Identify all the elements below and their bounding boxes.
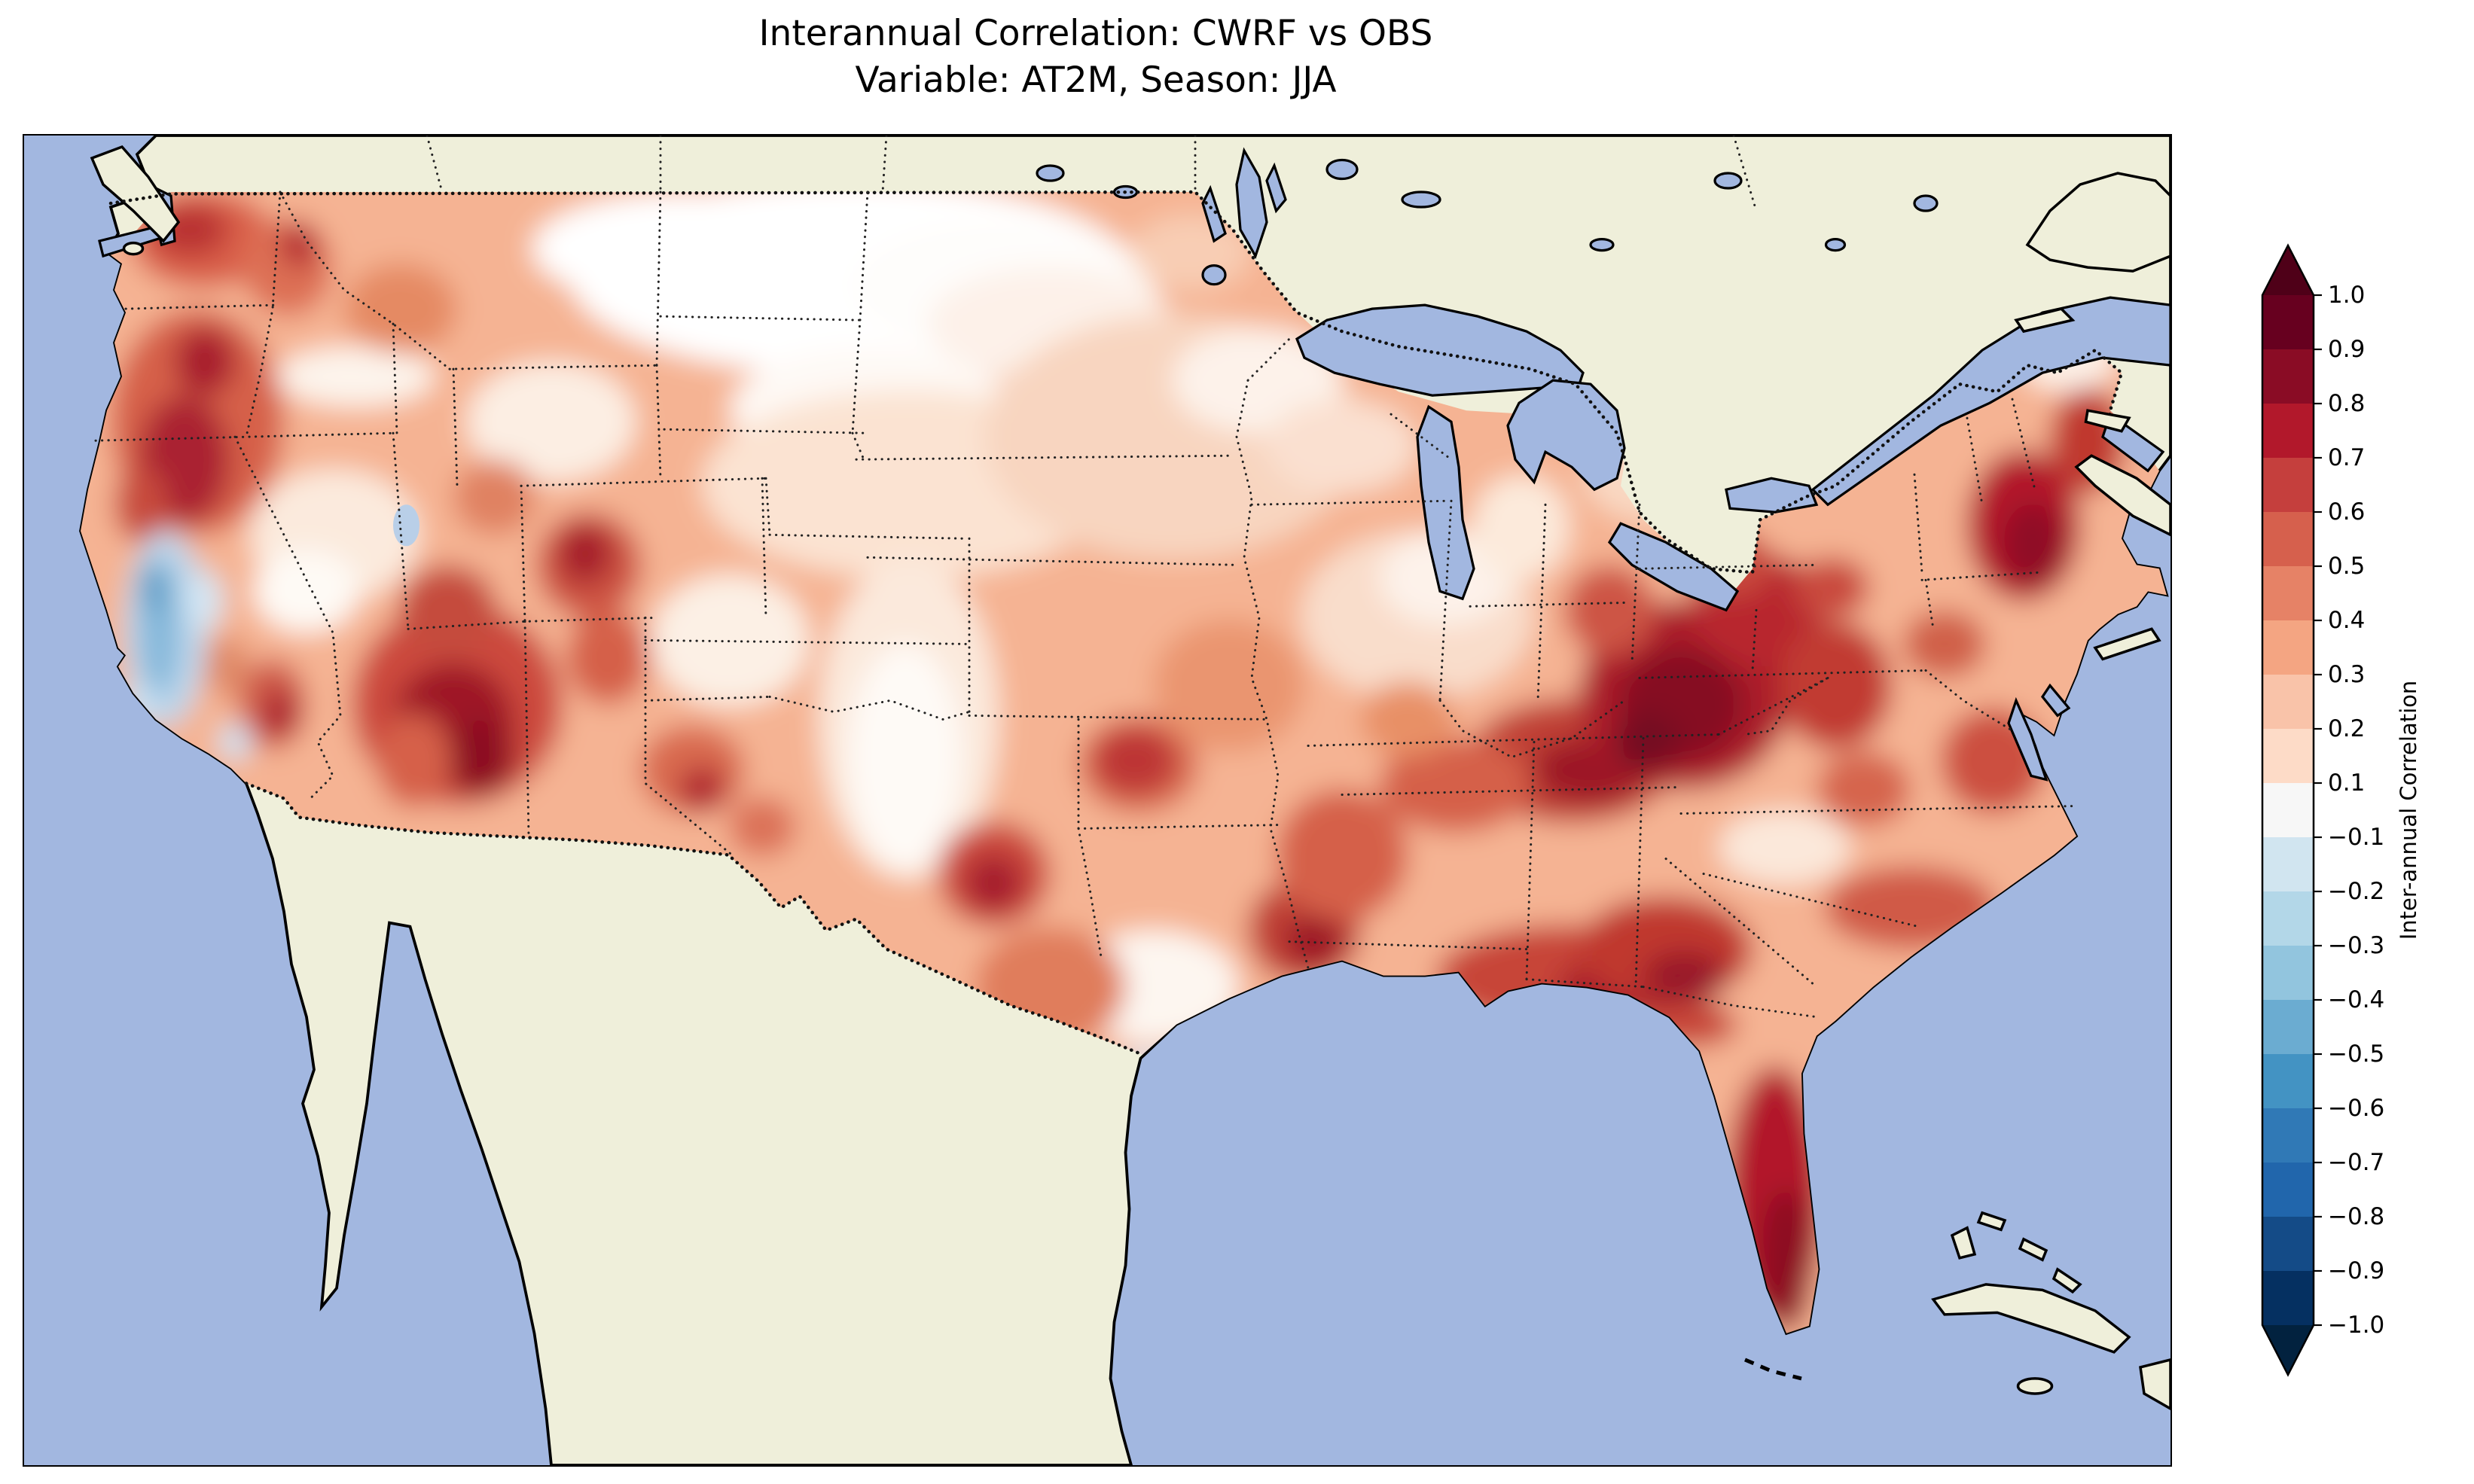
colorbar-tick-label: −0.1 [2328,824,2384,851]
colorbar-segment [2262,512,2314,566]
colorbar-tick-label: −0.5 [2328,1041,2384,1068]
colorbar-segment [2262,458,2314,512]
colorbar-tick-label: 0.2 [2328,715,2365,742]
islands [90,145,2170,1410]
colorbar-tick-label: 1.0 [2328,282,2365,309]
colorbar-tick-label: −0.2 [2328,878,2384,905]
bahamas-island [1976,1211,2007,1232]
colorbar-tick-label: −0.7 [2328,1149,2384,1176]
vancouver-island [90,145,181,243]
colorbar-tick-label: 0.5 [2328,553,2365,580]
colorbar-tick-label: 0.8 [2328,390,2365,417]
newfoundland [2025,172,2170,273]
colorbar-segment [2262,1054,2314,1108]
colorbar-segment [2262,295,2314,349]
canada-lake [1589,237,1615,252]
prince-edward-island [2084,409,2131,433]
colorbar-segment [2262,620,2314,675]
colorbar-ticks [2314,294,2322,1327]
colorbar-segment [2262,837,2314,891]
colorbar-segment [2262,1271,2314,1325]
colorbar-extend-under [2262,1325,2314,1375]
colorbar-extend-over [2262,245,2314,295]
colorbar-tick-label: −0.4 [2328,986,2384,1013]
lake-winnipeg [1235,147,1268,260]
canada-lake [1913,194,1939,212]
great-salt-lake [393,504,419,547]
canada-lake [1325,158,1359,181]
canada-lake [1036,164,1065,182]
canada-lake [1401,190,1441,209]
colorbar-tick-label: 0.6 [2328,498,2365,526]
colorbar-segment [2262,783,2314,837]
map-svg [24,136,2170,1465]
small-island [122,241,145,256]
lake-ontario [1725,477,1819,513]
us-mexico-border [244,782,1145,1056]
long-island [2093,627,2161,661]
nova-scotia [2074,454,2170,537]
colorbar-tick-label: −1.0 [2328,1312,2384,1339]
colorbar-tick-label: −0.8 [2328,1203,2384,1230]
colorbar-segment [2262,1217,2314,1271]
colorbar-tick-label: −0.6 [2328,1095,2384,1122]
colorbar-tick-label: 0.4 [2328,607,2365,634]
chesapeake-bay [2007,696,2048,782]
colorbar-tick-label: 0.7 [2328,444,2365,471]
colorbar-segment [2262,349,2314,404]
canada-lake [1824,237,1847,252]
anticosti-island [2014,307,2076,334]
bahamas-island [2018,1237,2048,1262]
colorbar-segment [2262,1000,2314,1054]
colorbar-segment [2262,566,2314,620]
colorbar-segment [2262,404,2314,458]
colorbar-tick-label: 0.3 [2328,661,2365,688]
colorbar-segment [2262,675,2314,729]
hispaniola [2139,1358,2170,1410]
us-canada-border [108,190,2124,574]
lake-of-the-woods [1201,264,1227,286]
canada-lake [1713,172,1743,190]
colorbar-segment [2262,891,2314,946]
jamaica [2016,1377,2054,1395]
colorbar-tick-label: 0.1 [2328,769,2365,797]
colorbar-segment [2262,729,2314,783]
bahamas-island [2051,1267,2082,1294]
lake-winnipegosis [1265,162,1287,214]
title-line-1: Interannual Correlation: CWRF vs OBS [758,13,1433,54]
map-axes [23,134,2172,1467]
colorbar-tick-label: −0.3 [2328,932,2384,959]
colorbar-segment [2262,1108,2314,1163]
colorbar-axis-label: Inter-annual Correlation [2396,681,2421,940]
colorbar-tick-label: 0.9 [2328,336,2365,363]
colorbar: 1.0 0.9 0.8 0.7 0.6 0.5 0.4 0.3 0.2 0.1 … [2259,241,2440,1431]
lake-michigan [1416,404,1475,601]
title-line-2: Variable: AT2M, Season: JJA [855,59,1337,102]
cuba [1931,1283,2131,1354]
great-lakes [98,147,2170,782]
figure-title: Interannual Correlation: CWRF vs OBS Var… [23,11,2169,104]
colorbar-svg: 1.0 0.9 0.8 0.7 0.6 0.5 0.4 0.3 0.2 0.1 … [2261,243,2421,1377]
colorbar-segments [2262,295,2314,1325]
state-borders [94,190,2078,1019]
colorbar-tick-labels: 1.0 0.9 0.8 0.7 0.6 0.5 0.4 0.3 0.2 0.1 … [2328,282,2384,1339]
delaware-bay [2040,683,2071,718]
st-lawrence-gulf [1811,296,2170,507]
lake-erie [1607,522,1740,612]
colorbar-segment [2262,1163,2314,1217]
andros-island [1950,1226,1977,1260]
colorbar-tick-label: −0.9 [2328,1257,2384,1284]
colorbar-segment [2262,946,2314,1000]
